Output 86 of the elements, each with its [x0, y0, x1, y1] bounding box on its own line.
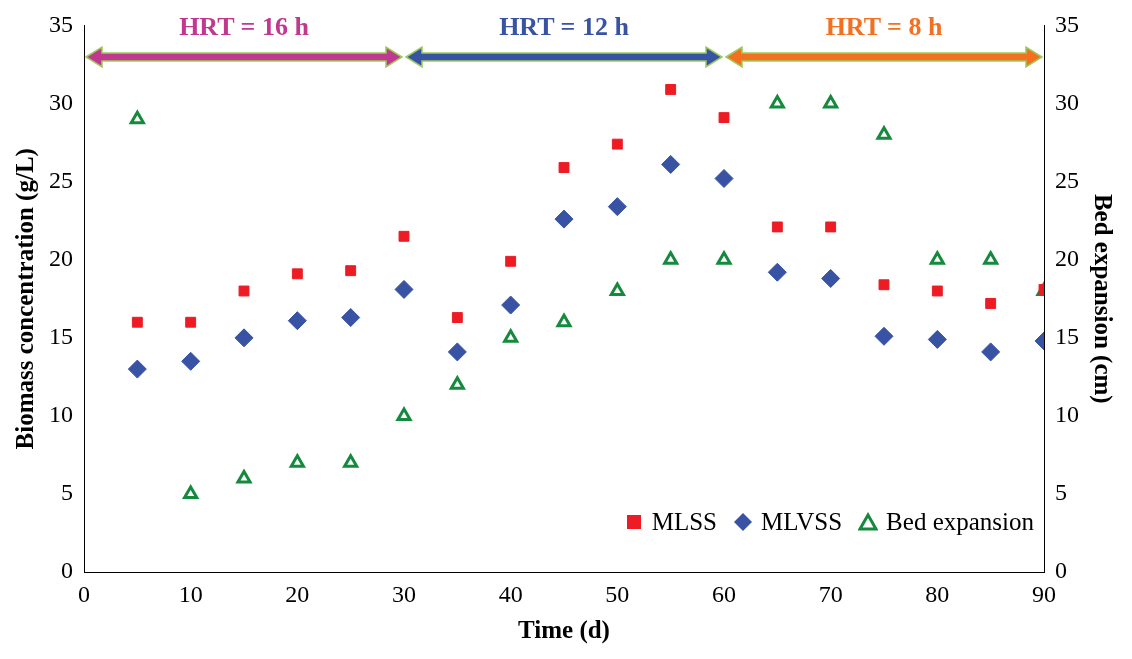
y-tick-label: 10	[49, 401, 73, 428]
point	[607, 197, 627, 217]
point	[501, 295, 521, 315]
legend-label: Bed expansion	[886, 508, 1034, 537]
point	[234, 328, 254, 348]
point	[287, 311, 307, 331]
point	[449, 376, 465, 390]
point	[876, 126, 892, 140]
point	[661, 154, 681, 174]
x-tick-label: 90	[1032, 580, 1056, 607]
point	[874, 326, 894, 346]
point	[556, 313, 572, 328]
x-tick-label: 40	[498, 580, 523, 607]
legend-label: MLVSS	[761, 508, 843, 537]
legend-label: MLSS	[651, 508, 718, 537]
y-tick-label: 20	[49, 245, 73, 272]
y2-tick-label: 15	[1055, 323, 1079, 350]
point	[129, 110, 145, 125]
y-tick-label: 25	[49, 166, 73, 193]
y-tick-label: 0	[61, 557, 73, 584]
y2-tick-label: 25	[1055, 166, 1079, 193]
point	[398, 230, 410, 242]
point	[983, 251, 999, 265]
point	[185, 316, 197, 328]
annotation: HRT = 8 h	[825, 12, 943, 42]
y2-tick-label: 0	[1055, 557, 1067, 584]
point	[291, 268, 303, 280]
y2-axis-title: Bed expansion (cm)	[1088, 193, 1117, 404]
point	[447, 342, 467, 362]
annotation: HRT = 12 h	[499, 12, 630, 42]
y-tick-label: 30	[49, 88, 73, 115]
point	[554, 209, 574, 229]
x-tick-label: 20	[285, 580, 310, 607]
point	[767, 262, 787, 282]
point	[238, 285, 250, 297]
point	[771, 221, 783, 233]
point	[931, 285, 943, 297]
point	[451, 312, 463, 323]
point	[769, 95, 785, 109]
x-tick-label: 80	[925, 580, 950, 607]
point	[825, 221, 837, 233]
point	[131, 316, 143, 328]
point	[183, 485, 199, 500]
y-tick-label: 5	[61, 479, 73, 506]
point	[345, 265, 357, 277]
point	[236, 469, 252, 484]
x-tick-label: 0	[78, 580, 90, 607]
annotation: HRT = 16 h	[179, 12, 310, 42]
point	[503, 329, 519, 343]
point	[718, 112, 730, 124]
x-tick-label: 60	[712, 580, 736, 607]
x-tick-label: 30	[392, 580, 416, 607]
point	[558, 162, 570, 174]
y2-tick-label: 10	[1055, 401, 1079, 428]
y2-tick-label: 5	[1055, 479, 1067, 506]
point	[343, 454, 359, 468]
point	[714, 169, 734, 188]
x-tick-label: 10	[178, 580, 203, 607]
point	[985, 298, 997, 309]
point	[981, 342, 1001, 362]
point	[929, 251, 945, 265]
point	[289, 454, 305, 468]
x-tick-label: 50	[605, 580, 630, 607]
point	[663, 251, 679, 265]
point	[823, 95, 839, 109]
point	[181, 351, 201, 371]
point	[716, 251, 732, 265]
point	[394, 279, 414, 299]
point	[127, 359, 147, 379]
point	[396, 407, 412, 421]
point	[665, 84, 677, 95]
x-tick-label: 70	[818, 580, 843, 607]
point	[341, 308, 361, 328]
point	[878, 279, 890, 291]
point	[821, 268, 841, 288]
x-axis-title: Time (d)	[518, 616, 610, 645]
y-axis-title: Biomass concentration (g/L)	[11, 148, 40, 450]
y2-tick-label: 20	[1055, 245, 1079, 272]
point	[609, 282, 625, 296]
point	[611, 138, 623, 150]
y2-tick-label: 30	[1055, 88, 1079, 115]
point	[505, 255, 517, 267]
y-tick-label: 15	[49, 323, 73, 350]
y-tick-label: 35	[49, 10, 73, 37]
point	[927, 329, 947, 349]
y2-tick-label: 35	[1055, 10, 1079, 37]
